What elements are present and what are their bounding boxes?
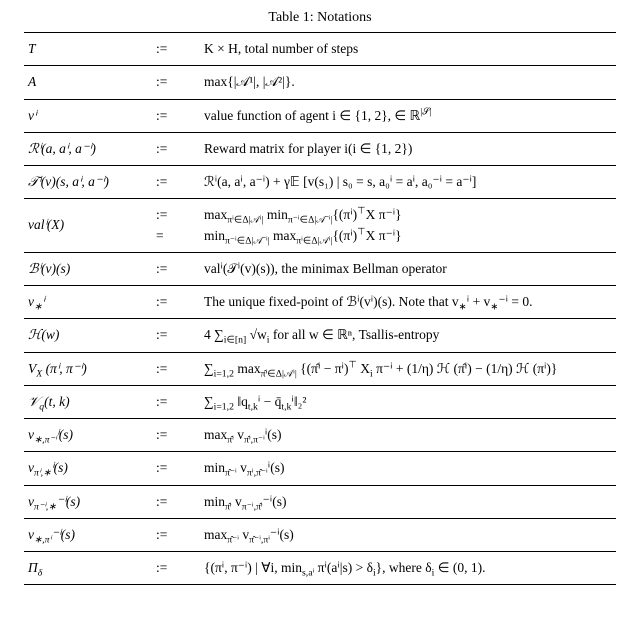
notation-symbol: vⁱ bbox=[24, 99, 152, 132]
assign-symbol: := bbox=[152, 385, 200, 418]
table-row: 𝒯ⁱ(v)(s, aⁱ, a⁻ⁱ):=ℛⁱ(a, aⁱ, a⁻ⁱ) + γ𝔼 [… bbox=[24, 166, 616, 199]
table-row: ℋ(w):=4 ∑i∈[n] √wi for all w ∈ ℝⁿ, Tsall… bbox=[24, 319, 616, 352]
table-row: vπⁱ,∗ⁱ(s):=minπ̂⁻ⁱ vπⁱ,π̂⁻ⁱⁱ(s) bbox=[24, 452, 616, 485]
assign-symbol: := bbox=[152, 452, 200, 485]
table-row: ℬⁱ(v)(s):=valⁱ(𝒯ⁱ(v)(s)), the minimax Be… bbox=[24, 252, 616, 285]
table-row: v∗,πⁱ⁻ⁱ(s):=maxπ̂⁻ⁱ vπ̂⁻ⁱ,πⁱ⁻ⁱ(s) bbox=[24, 518, 616, 551]
notation-symbol: ℛⁱ(a, aⁱ, a⁻ⁱ) bbox=[24, 132, 152, 165]
notation-definition: minπ̂ⁱ vπ⁻ⁱ,π̂ⁱ⁻ⁱ(s) bbox=[200, 485, 616, 518]
notation-symbol: ℬⁱ(v)(s) bbox=[24, 252, 152, 285]
notation-definition: minπ̂⁻ⁱ vπⁱ,π̂⁻ⁱⁱ(s) bbox=[200, 452, 616, 485]
notation-symbol: VX (πⁱ, π⁻ⁱ) bbox=[24, 352, 152, 385]
notation-symbol: v∗ⁱ bbox=[24, 286, 152, 319]
notation-symbol: 𝒯ⁱ(v)(s, aⁱ, a⁻ⁱ) bbox=[24, 166, 152, 199]
assign-symbol: := bbox=[152, 66, 200, 99]
assign-symbol: := bbox=[152, 552, 200, 585]
table-row: A:=max{|𝒜¹|, |𝒜²|}. bbox=[24, 66, 616, 99]
notation-symbol: vπ⁻ⁱ,∗⁻ⁱ(s) bbox=[24, 485, 152, 518]
table-caption: Table 1: Notations bbox=[24, 10, 616, 26]
notation-definition: ℛⁱ(a, aⁱ, a⁻ⁱ) + γ𝔼 [v(s₁) | s₀ = s, a₀ⁱ… bbox=[200, 166, 616, 199]
notation-symbol: v∗,π⁻ⁱⁱ(s) bbox=[24, 419, 152, 452]
assign-symbol: := bbox=[152, 132, 200, 165]
assign-symbol: := bbox=[152, 518, 200, 551]
table-row: v∗,π⁻ⁱⁱ(s):=maxπ̂ⁱ vπ̂ⁱ,π⁻ⁱⁱ(s) bbox=[24, 419, 616, 452]
notation-symbol: T bbox=[24, 33, 152, 66]
notations-table: T:=K × H, total number of stepsA:=max{|𝒜… bbox=[24, 32, 616, 585]
assign-symbol: := bbox=[152, 352, 200, 385]
assign-symbol: := bbox=[152, 252, 200, 285]
notation-symbol: valⁱ(X) bbox=[24, 199, 152, 253]
assign-symbol: :== bbox=[152, 199, 200, 253]
table-row: 𝒱q(t, k):=∑i=1,2 ‖qt,kⁱ − q̄t,kⁱ‖₂² bbox=[24, 385, 616, 418]
notation-definition: The unique fixed-point of ℬⁱ(vⁱ)(s). Not… bbox=[200, 286, 616, 319]
notation-definition: K × H, total number of steps bbox=[200, 33, 616, 66]
notation-symbol: Πδ bbox=[24, 552, 152, 585]
notation-symbol: 𝒱q(t, k) bbox=[24, 385, 152, 418]
notation-symbol: vπⁱ,∗ⁱ(s) bbox=[24, 452, 152, 485]
notation-definition: Reward matrix for player i(i ∈ {1, 2}) bbox=[200, 132, 616, 165]
table-row: T:=K × H, total number of steps bbox=[24, 33, 616, 66]
assign-symbol: := bbox=[152, 419, 200, 452]
assign-symbol: := bbox=[152, 319, 200, 352]
assign-symbol: := bbox=[152, 99, 200, 132]
notation-definition: maxπ̂ⁱ vπ̂ⁱ,π⁻ⁱⁱ(s) bbox=[200, 419, 616, 452]
table-row: valⁱ(X):==maxπⁱ∈Δ|𝒜ⁱ| minπ⁻ⁱ∈Δ|𝒜⁻ⁱ|{(πⁱ)… bbox=[24, 199, 616, 253]
notation-symbol: ℋ(w) bbox=[24, 319, 152, 352]
table-row: vπ⁻ⁱ,∗⁻ⁱ(s):=minπ̂ⁱ vπ⁻ⁱ,π̂ⁱ⁻ⁱ(s) bbox=[24, 485, 616, 518]
notation-symbol: v∗,πⁱ⁻ⁱ(s) bbox=[24, 518, 152, 551]
notation-definition: maxπⁱ∈Δ|𝒜ⁱ| minπ⁻ⁱ∈Δ|𝒜⁻ⁱ|{(πⁱ)⊤X π⁻ⁱ}min… bbox=[200, 199, 616, 253]
notation-definition: 4 ∑i∈[n] √wi for all w ∈ ℝⁿ, Tsallis-ent… bbox=[200, 319, 616, 352]
table-row: v∗ⁱ:=The unique fixed-point of ℬⁱ(vⁱ)(s)… bbox=[24, 286, 616, 319]
table-row: ℛⁱ(a, aⁱ, a⁻ⁱ):=Reward matrix for player… bbox=[24, 132, 616, 165]
notation-definition: ∑i=1,2 ‖qt,kⁱ − q̄t,kⁱ‖₂² bbox=[200, 385, 616, 418]
assign-symbol: := bbox=[152, 166, 200, 199]
notation-definition: {(πⁱ, π⁻ⁱ) | ∀i, mins,aⁱ πⁱ(aⁱ|s) > δi},… bbox=[200, 552, 616, 585]
assign-symbol: := bbox=[152, 485, 200, 518]
assign-symbol: := bbox=[152, 33, 200, 66]
notation-definition: value function of agent i ∈ {1, 2}, ∈ ℝ|… bbox=[200, 99, 616, 132]
notation-definition: valⁱ(𝒯ⁱ(v)(s)), the minimax Bellman oper… bbox=[200, 252, 616, 285]
notation-definition: max{|𝒜¹|, |𝒜²|}. bbox=[200, 66, 616, 99]
notation-symbol: A bbox=[24, 66, 152, 99]
table-row: vⁱ:=value function of agent i ∈ {1, 2}, … bbox=[24, 99, 616, 132]
table-row: VX (πⁱ, π⁻ⁱ):=∑i=1,2 maxπ̂ⁱ∈Δ|𝒜ⁱ| {(π̂ⁱ … bbox=[24, 352, 616, 385]
table-row: Πδ:={(πⁱ, π⁻ⁱ) | ∀i, mins,aⁱ πⁱ(aⁱ|s) > … bbox=[24, 552, 616, 585]
assign-symbol: := bbox=[152, 286, 200, 319]
notation-definition: maxπ̂⁻ⁱ vπ̂⁻ⁱ,πⁱ⁻ⁱ(s) bbox=[200, 518, 616, 551]
notation-definition: ∑i=1,2 maxπ̂ⁱ∈Δ|𝒜ⁱ| {(π̂ⁱ − πⁱ)⊤ Xi π⁻ⁱ … bbox=[200, 352, 616, 385]
